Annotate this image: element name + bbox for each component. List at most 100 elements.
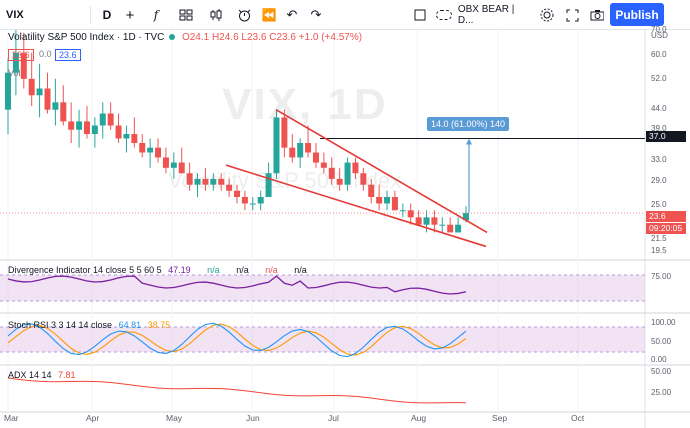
watermark-description: Volatility S&P 500 Index (168, 168, 402, 193)
price-tick: 29.0 (651, 176, 667, 185)
time-tick: Sep (492, 413, 508, 423)
adx-value: 7.81 (58, 370, 76, 380)
templates-icon[interactable] (178, 4, 194, 26)
candle-body (328, 167, 335, 179)
divergence-value: 47.19 (168, 265, 191, 275)
measure-label: 14.0 (61.00%) 140 (427, 117, 510, 131)
candle-body (376, 196, 383, 204)
candle-body (226, 184, 233, 191)
candle-body (76, 121, 83, 130)
candle-body (463, 213, 469, 221)
camera-icon[interactable] (590, 4, 604, 26)
settings-gear-icon[interactable] (540, 4, 554, 26)
redo-icon[interactable]: ↷ (310, 7, 322, 22)
ask-box[interactable]: 23.6 (55, 49, 81, 61)
fullscreen-expand-icon[interactable] (565, 4, 579, 26)
legend-ohlc: O24.1 H24.6 L23.6 C23.6 +1.0 (+4.57%) (181, 32, 363, 43)
layout-name-button[interactable]: OBX BEAR | D... (436, 4, 532, 26)
price-axis-currency: USD (651, 31, 668, 40)
time-tick: Jun (246, 413, 260, 423)
candle-body (234, 190, 240, 197)
interval-button[interactable]: D (102, 8, 112, 22)
candle-body (431, 217, 438, 225)
candle-body (60, 102, 67, 122)
candle-body (147, 147, 154, 153)
fullscreen-icon[interactable] (412, 4, 428, 26)
candle-body (312, 152, 319, 163)
chart-canvas[interactable] (0, 30, 690, 428)
layout-name-label: OBX BEAR | D... (457, 4, 515, 26)
candle-body (91, 125, 98, 135)
price-tick: 21.5 (651, 234, 667, 243)
stoch-axis-tick: 50.00 (651, 337, 672, 346)
measure-arrow-head (466, 138, 472, 145)
candle-body (305, 143, 312, 153)
price-tag-countdown: 09:20:05 (646, 223, 686, 234)
adx-axis-tick: 25.00 (651, 388, 672, 397)
legend-title: Volatility S&P 500 Index · 1D · TVC (8, 32, 165, 43)
candle-body (210, 178, 217, 185)
candle-body (139, 143, 146, 153)
candle-body (281, 117, 288, 148)
candle-body (115, 125, 122, 139)
undo-icon[interactable]: ↶ (286, 7, 298, 22)
symbol-search[interactable]: VIX (6, 9, 24, 21)
price-tick: 70.0 (651, 25, 667, 34)
watermark-symbol: VIX, 1D (222, 80, 388, 129)
adx-axis-tick: 50.00 (651, 367, 672, 376)
candle-body (344, 162, 351, 185)
candle-body (36, 88, 43, 96)
price-tick: 33.0 (651, 155, 667, 164)
divergence-na-2: n/a (236, 265, 249, 275)
candle-body (202, 178, 209, 185)
publish-button[interactable]: Publish (610, 3, 664, 26)
candle-body (170, 162, 177, 168)
bar-style-icon[interactable] (208, 4, 224, 26)
stoch-axis-tick: 0.00 (651, 355, 667, 364)
candle-body (273, 117, 280, 174)
compare-icon[interactable]: + (125, 6, 135, 24)
stoch-title: Stoch RSI 3 3 14 14 close (8, 320, 113, 330)
candle-body (368, 184, 375, 197)
spread-label: 0.0 (39, 49, 52, 59)
price-tag-target: 37.0 (646, 131, 686, 142)
stoch-band (0, 327, 645, 352)
divergence-na-1: n/a (207, 265, 220, 275)
replay-icon[interactable]: ⏪ (261, 8, 277, 22)
candle-body (12, 52, 19, 73)
divergence-na-3: n/a (265, 265, 278, 275)
price-tick: 44.0 (651, 104, 667, 113)
main-legend: Volatility S&P 500 Index · 1D · TVC O24.… (8, 32, 362, 43)
stoch-d-value: 38.75 (147, 320, 171, 330)
adx-line (7, 377, 467, 404)
candle-body (360, 173, 367, 185)
time-tick: Mar (4, 413, 19, 423)
divergence-na-4: n/a (294, 265, 307, 275)
adx-legend: ADX 14 14 7.81 (8, 370, 76, 380)
indicators-icon[interactable]: f (153, 8, 159, 22)
candle-body (415, 217, 422, 225)
candle-body (384, 196, 391, 204)
price-tick: 19.5 (651, 246, 667, 255)
candle-body (297, 143, 304, 158)
top-toolbar: VIX D + f ⏪ ↶ ↷ OBX BEAR | D... Publish (0, 0, 690, 30)
candle-body (178, 162, 185, 174)
stoch-k-value: 64.81 (118, 320, 142, 330)
candle-body (5, 72, 11, 110)
candle-body (241, 196, 248, 204)
candle-body (123, 134, 130, 139)
bid-box[interactable]: 23.6 (8, 49, 34, 61)
divergence-axis-tick: 75.00 (651, 272, 672, 281)
candle-body (455, 224, 462, 233)
candle-body (447, 224, 454, 233)
alert-icon[interactable] (236, 4, 252, 26)
volume-label: Vol (8, 68, 21, 78)
divergence-band (0, 275, 645, 301)
candle-body (20, 52, 27, 79)
candle-body (352, 162, 359, 174)
divergence-title: Divergence Indicator 14 close 5 5 60 5 (8, 265, 162, 275)
candle-body (320, 162, 327, 168)
candle-body (257, 196, 264, 204)
candle-body (218, 178, 225, 185)
candle-body (52, 102, 59, 110)
